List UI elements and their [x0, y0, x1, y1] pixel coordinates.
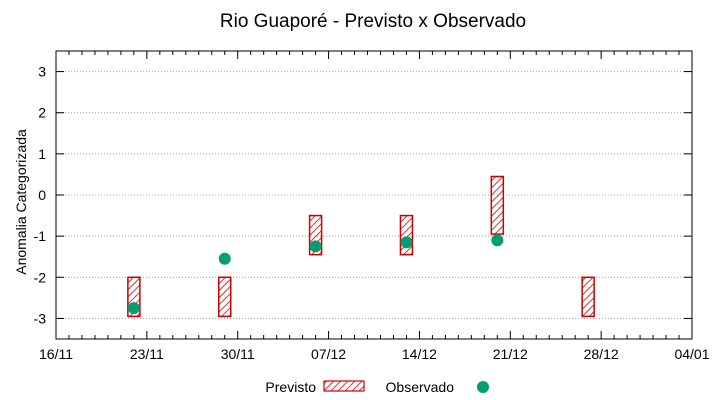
x-tick-label: 04/01	[674, 346, 709, 362]
observed-point	[127, 302, 140, 315]
x-tick-label: 30/11	[221, 346, 255, 362]
x-tick-label: 16/11	[39, 346, 73, 362]
y-tick-label: -3	[34, 310, 47, 326]
x-tick-label: 07/12	[311, 346, 346, 362]
y-tick-label: 1	[38, 146, 46, 162]
forecast-range-bar	[581, 276, 595, 318]
x-tick-label: 14/12	[402, 346, 437, 362]
y-tick-label: -1	[34, 228, 47, 244]
data-marks	[127, 175, 595, 318]
y-axis-label: Anomalia Categorizada	[13, 129, 29, 275]
forecast-range-bar	[217, 276, 232, 318]
observed-point	[218, 252, 231, 265]
chart-title: Rio Guaporé - Previsto x Observado	[220, 11, 526, 32]
legend-label-observado: Observado	[386, 379, 455, 395]
observed-point	[491, 234, 504, 247]
x-tick-label: 28/12	[584, 346, 619, 362]
legend: Previsto Observado	[265, 379, 489, 395]
x-tick-label: 23/11	[130, 346, 164, 362]
y-tick-label: 0	[38, 187, 46, 203]
legend-label-previsto: Previsto	[265, 379, 316, 395]
forecast-range-bar	[399, 214, 414, 256]
y-tick-label: -2	[34, 269, 47, 285]
grid-lines	[56, 71, 692, 319]
observed-point	[309, 240, 322, 253]
plot-frame	[55, 50, 693, 340]
y-tick-label: 3	[38, 64, 46, 80]
axis-ticks	[55, 51, 693, 339]
y-tick-label: 2	[38, 105, 46, 121]
tick-labels: -3 -2 -1 0 1 2 3 16/11 23/11 30/11 07/12 14/12 21/12…	[34, 64, 710, 362]
observed-point	[400, 236, 413, 249]
x-tick-label: 21/12	[493, 346, 528, 362]
legend-marker-observado	[477, 381, 489, 393]
forecast-range-bar	[490, 175, 505, 235]
legend-swatch-previsto	[323, 380, 365, 392]
